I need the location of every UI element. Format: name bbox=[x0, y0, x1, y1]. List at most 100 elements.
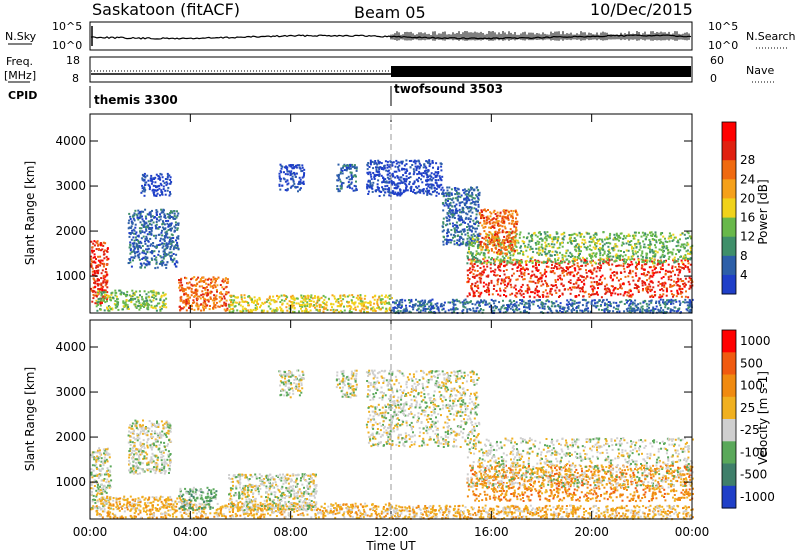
scatter-cell bbox=[611, 247, 614, 250]
scatter-cell bbox=[527, 232, 530, 235]
scatter-cell bbox=[666, 252, 669, 255]
scatter-cell bbox=[617, 288, 619, 290]
scatter-cell bbox=[99, 301, 102, 303]
date-title: 10/Dec/2015 bbox=[590, 0, 693, 19]
scatter-cell bbox=[300, 169, 303, 172]
scatter-cell bbox=[640, 254, 643, 257]
scatter-cell bbox=[107, 295, 110, 297]
scatter-cell bbox=[510, 250, 513, 253]
scatter-cell bbox=[648, 283, 651, 286]
scatter-cell bbox=[363, 297, 366, 300]
scatter-cell bbox=[277, 297, 280, 300]
scatter-cell bbox=[227, 291, 230, 294]
scatter-cell bbox=[405, 186, 408, 189]
scatter-cell bbox=[155, 209, 158, 212]
scatter-cell bbox=[568, 234, 571, 236]
scatter-cell bbox=[165, 263, 168, 266]
scatter-cell bbox=[140, 223, 143, 226]
scatter-cell bbox=[379, 190, 382, 193]
scatter-cell bbox=[335, 300, 337, 303]
scatter-cell bbox=[676, 291, 679, 294]
scatter-cell bbox=[660, 261, 663, 264]
scatter-cell bbox=[480, 274, 483, 277]
scatter-cell bbox=[179, 300, 182, 303]
scatter-cell bbox=[142, 224, 145, 227]
scatter-cell bbox=[126, 307, 129, 310]
scatter-cell bbox=[559, 277, 562, 280]
scatter-cell bbox=[155, 226, 158, 229]
scatter-cell bbox=[473, 222, 475, 225]
scatter-cell bbox=[436, 191, 438, 194]
scatter-cell bbox=[562, 238, 565, 241]
scatter-cell bbox=[131, 289, 134, 292]
scatter-cell bbox=[608, 290, 611, 293]
scatter-cell bbox=[541, 294, 544, 296]
scatter-cell bbox=[279, 188, 282, 191]
scatter-cell bbox=[483, 230, 486, 233]
scatter-cell bbox=[626, 263, 629, 266]
scatter-cell bbox=[444, 198, 447, 201]
scatter-cell bbox=[602, 260, 605, 263]
scatter-cell bbox=[442, 221, 445, 224]
scatter-cell bbox=[598, 238, 601, 241]
scatter-cell bbox=[641, 252, 644, 255]
scatter-cell bbox=[214, 304, 217, 306]
scatter-cell bbox=[688, 276, 691, 279]
scatter-cell bbox=[441, 191, 444, 194]
scatter-cell bbox=[133, 247, 136, 250]
scatter-cell bbox=[512, 239, 515, 242]
scatter-cell bbox=[558, 262, 561, 265]
scatter-cell bbox=[97, 243, 100, 246]
scatter-cell bbox=[412, 190, 415, 193]
scatter-cell bbox=[93, 253, 96, 256]
scatter-cell bbox=[417, 180, 420, 183]
scatter-cell bbox=[93, 261, 95, 264]
scatter-cell bbox=[398, 161, 401, 164]
scatter-cell bbox=[599, 257, 602, 260]
scatter-cell bbox=[192, 302, 195, 304]
scatter-cell bbox=[173, 229, 176, 232]
scatter-cell bbox=[160, 173, 163, 176]
scatter-cell bbox=[135, 290, 138, 293]
scatter-cell bbox=[136, 235, 139, 238]
scatter-cell bbox=[531, 274, 534, 277]
scatter-cell bbox=[650, 288, 653, 291]
scatter-cell bbox=[147, 226, 149, 229]
scatter-cell bbox=[158, 233, 161, 236]
scatter-cell bbox=[520, 271, 523, 274]
scatter-cell bbox=[637, 239, 640, 242]
scatter-cell bbox=[91, 251, 94, 254]
scatter-cell bbox=[386, 160, 389, 163]
scatter-cell bbox=[631, 234, 634, 237]
scatter-cell bbox=[659, 266, 662, 269]
scatter-cell bbox=[468, 191, 470, 194]
scatter-cell bbox=[467, 234, 470, 237]
scatter-cell bbox=[219, 292, 221, 294]
scatter-cell bbox=[574, 267, 577, 270]
scatter-cell bbox=[614, 254, 617, 257]
scatter-cell bbox=[679, 245, 682, 248]
scatter-cell bbox=[337, 305, 340, 308]
scatter-cell bbox=[520, 267, 523, 270]
scatter-cell bbox=[599, 275, 602, 278]
scatter-cell bbox=[633, 287, 636, 289]
scatter-cell bbox=[165, 184, 168, 187]
scatter-cell bbox=[580, 260, 583, 263]
scatter-cell bbox=[295, 166, 298, 169]
scatter-cell bbox=[194, 291, 197, 294]
scatter-cell bbox=[132, 214, 135, 217]
scatter-cell bbox=[475, 200, 477, 203]
scatter-cell bbox=[516, 239, 519, 242]
scatter-cell bbox=[377, 188, 380, 191]
scatter-cell bbox=[295, 302, 298, 305]
scatter-cell bbox=[678, 265, 680, 268]
scatter-cell bbox=[645, 252, 648, 255]
freq-tick-bottom: 8 bbox=[72, 72, 79, 85]
scatter-cell bbox=[309, 309, 312, 312]
scatter-cell bbox=[593, 281, 596, 283]
scatter-cell bbox=[508, 231, 510, 234]
scatter-cell bbox=[166, 182, 169, 185]
scatter-cell bbox=[522, 268, 525, 271]
scatter-cell bbox=[343, 294, 346, 297]
